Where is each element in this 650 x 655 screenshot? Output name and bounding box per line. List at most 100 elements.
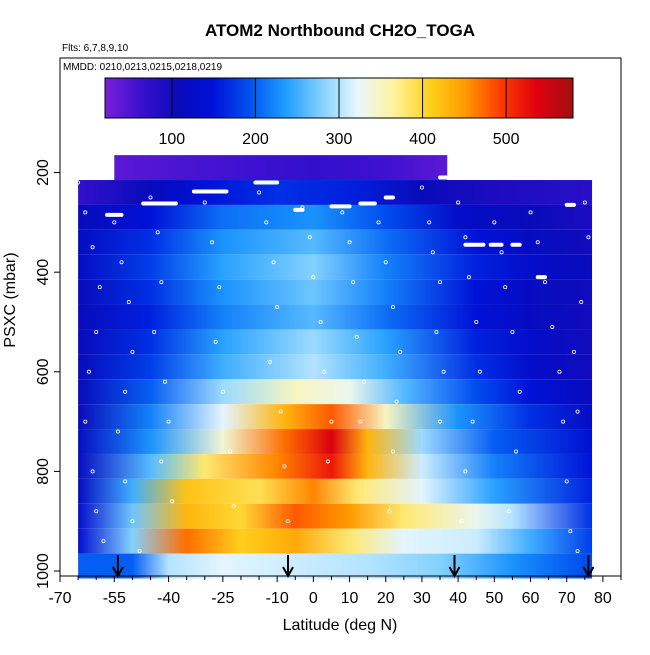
track-point [90, 245, 95, 250]
x-tick-label: 40 [449, 590, 467, 607]
heatmap-band [78, 180, 593, 205]
track-point [264, 220, 269, 225]
heatmap-band [78, 453, 593, 479]
track-point [586, 235, 591, 240]
x-tick-label: -40 [157, 590, 180, 607]
heatmap-band [78, 279, 593, 305]
colorbar-tick-label: 300 [326, 131, 353, 148]
track-point [329, 419, 334, 424]
track-point [267, 359, 272, 364]
track-point [376, 220, 381, 225]
track-point [130, 349, 135, 354]
y-tick-label: 1000 [35, 553, 52, 589]
track-point [137, 549, 142, 554]
track-point [101, 539, 106, 544]
x-tick-label: 20 [377, 590, 395, 607]
x-tick-label: 30 [413, 590, 431, 607]
colorbar-tick-label: 500 [493, 131, 520, 148]
x-axis-label: Latitude (deg N) [283, 617, 398, 634]
y-tick-label: 200 [35, 159, 52, 186]
track-point [271, 260, 276, 265]
track-point [307, 235, 312, 240]
track-point [130, 519, 135, 524]
track-point [398, 349, 403, 354]
track-point [575, 409, 580, 414]
colorbar-tick-label: 100 [159, 131, 186, 148]
y-axis-label: PSXC (mbar) [2, 252, 19, 347]
track-point [575, 549, 580, 554]
track-point [441, 369, 446, 374]
track-point [390, 449, 395, 454]
track-point [463, 235, 468, 240]
track-point [550, 324, 555, 329]
heatmap-band [78, 254, 593, 280]
track-point [213, 339, 218, 344]
track-point [123, 389, 128, 394]
track-point [568, 529, 573, 534]
heatmap-band [114, 155, 448, 181]
track-point [220, 389, 225, 394]
track-point [383, 260, 388, 265]
track-point [148, 195, 153, 200]
track-point [325, 459, 330, 464]
x-tick-label: 60 [522, 590, 540, 607]
track-point [528, 210, 533, 215]
track-point [97, 285, 102, 290]
track-point [278, 409, 283, 414]
track-point [387, 509, 392, 514]
heatmap-band [78, 429, 593, 454]
heatmap-band [78, 503, 593, 529]
x-tick-label: -70 [48, 590, 71, 607]
track-point [427, 220, 432, 225]
x-tick-label: 70 [558, 590, 576, 607]
track-point [126, 300, 131, 305]
colorbar-tick-label: 400 [409, 131, 436, 148]
track-point [86, 369, 91, 374]
heatmap-band [78, 528, 593, 554]
flights-note: Flts: 6,7,8,9,10 [62, 43, 129, 54]
heatmap-band [78, 304, 593, 330]
track-point [456, 200, 461, 205]
track-point [155, 230, 160, 235]
track-point [362, 379, 367, 384]
colorbar-ticks: 100 200 300 400 500 [159, 78, 520, 148]
track-point [228, 449, 233, 454]
track-point [430, 250, 435, 255]
track-point [561, 419, 566, 424]
colorbar-tick-label: 200 [242, 131, 269, 148]
x-tick-label: -10 [266, 590, 289, 607]
heatmap-band [78, 379, 593, 405]
track-point [231, 504, 236, 509]
track-point [419, 185, 424, 190]
track-point [463, 469, 468, 474]
track-point [542, 280, 547, 285]
heatmap-band [78, 329, 593, 355]
track-point [535, 240, 540, 245]
track-point [557, 369, 562, 374]
track-point [477, 369, 482, 374]
track-point [390, 305, 395, 310]
track-point [506, 509, 511, 514]
track-point [394, 399, 399, 404]
track-point [162, 379, 167, 384]
track-point [202, 200, 207, 205]
track-point [119, 260, 124, 265]
track-point [582, 200, 587, 205]
track-point [510, 329, 515, 334]
x-tick-label: -25 [211, 590, 234, 607]
track-point [90, 469, 95, 474]
track-point [499, 250, 504, 255]
track-point [115, 429, 120, 434]
track-point [166, 419, 171, 424]
heatmap-band [78, 204, 593, 230]
track-point [564, 479, 569, 484]
x-tick-label: -55 [103, 590, 126, 607]
flight-track-points [76, 180, 591, 554]
track-point [358, 419, 363, 424]
track-point [217, 285, 222, 290]
track-point [152, 329, 157, 334]
y-tick-label: 600 [35, 358, 52, 385]
x-tick-label: 50 [485, 590, 503, 607]
track-point [340, 210, 345, 215]
